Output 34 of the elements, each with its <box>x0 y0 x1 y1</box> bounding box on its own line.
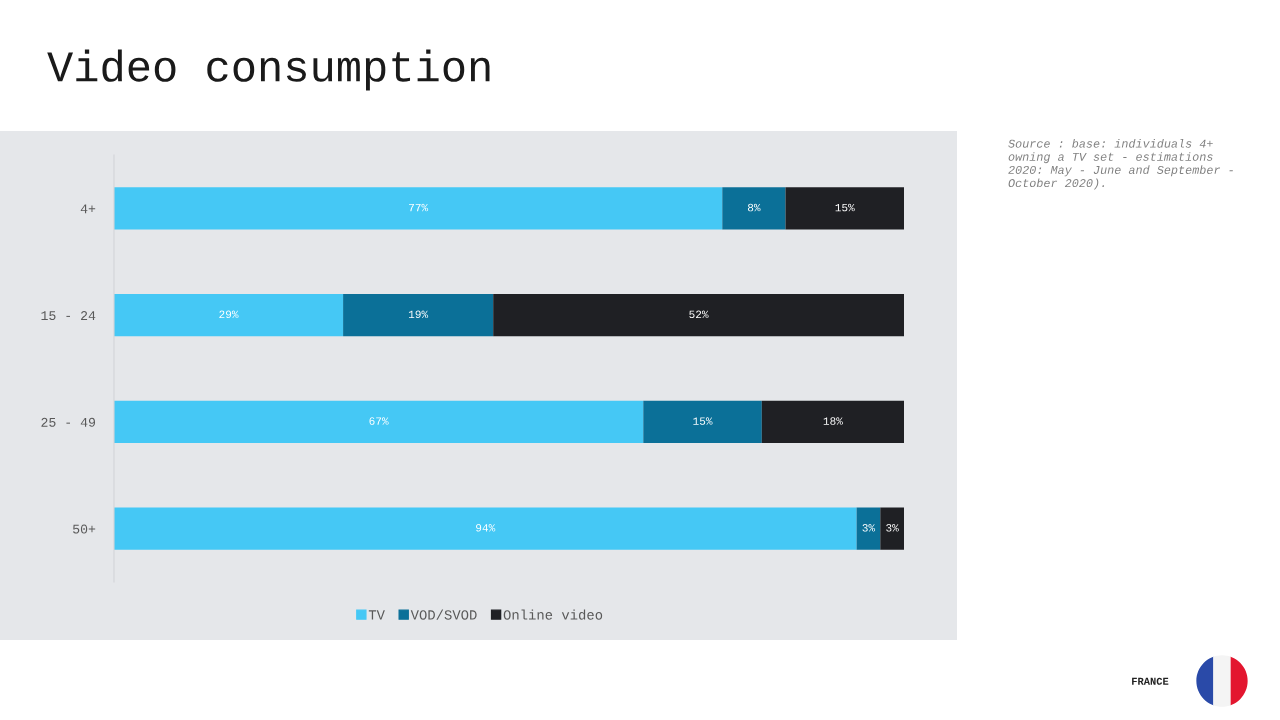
y-tick-label: 25 - 49 <box>41 417 96 427</box>
bar <box>856 507 881 550</box>
data-label: 52% <box>689 310 709 319</box>
data-label: 29% <box>219 310 239 319</box>
bar <box>114 294 344 337</box>
bar <box>880 507 904 550</box>
bar <box>114 400 644 443</box>
bar <box>785 187 904 230</box>
bar <box>722 187 786 230</box>
data-label: 15% <box>693 417 713 425</box>
data-label: 94% <box>476 524 496 532</box>
bar <box>114 187 723 230</box>
data-label: 3% <box>862 524 876 532</box>
text: FRANCE <box>1132 677 1169 685</box>
data-label: 67% <box>369 417 389 425</box>
data-label: 19% <box>408 310 429 319</box>
data-label: 18% <box>823 417 843 425</box>
legend-label: TV <box>368 610 385 620</box>
y-tick-label: 4+ <box>80 204 96 214</box>
bar <box>114 507 857 550</box>
data-label: 77% <box>409 203 429 212</box>
chart-title: Video consumption <box>47 49 490 91</box>
bar <box>643 400 762 443</box>
source-note: Source : base: individuals 4+ owning a TV set - estimations 2020: May - June and September - October 2020). <box>1008 139 1233 190</box>
bar <box>343 294 494 337</box>
bar <box>493 294 904 337</box>
bar <box>761 400 904 443</box>
legend-label: VOD/SVOD <box>410 609 477 620</box>
y-tick-label: 15 - 24 <box>41 311 96 321</box>
data-label: 8% <box>747 203 761 212</box>
data-label: 15% <box>835 203 855 212</box>
data-label: 3% <box>886 524 899 532</box>
legend-label: Online video <box>503 609 603 620</box>
y-tick-label: 50+ <box>73 524 96 534</box>
